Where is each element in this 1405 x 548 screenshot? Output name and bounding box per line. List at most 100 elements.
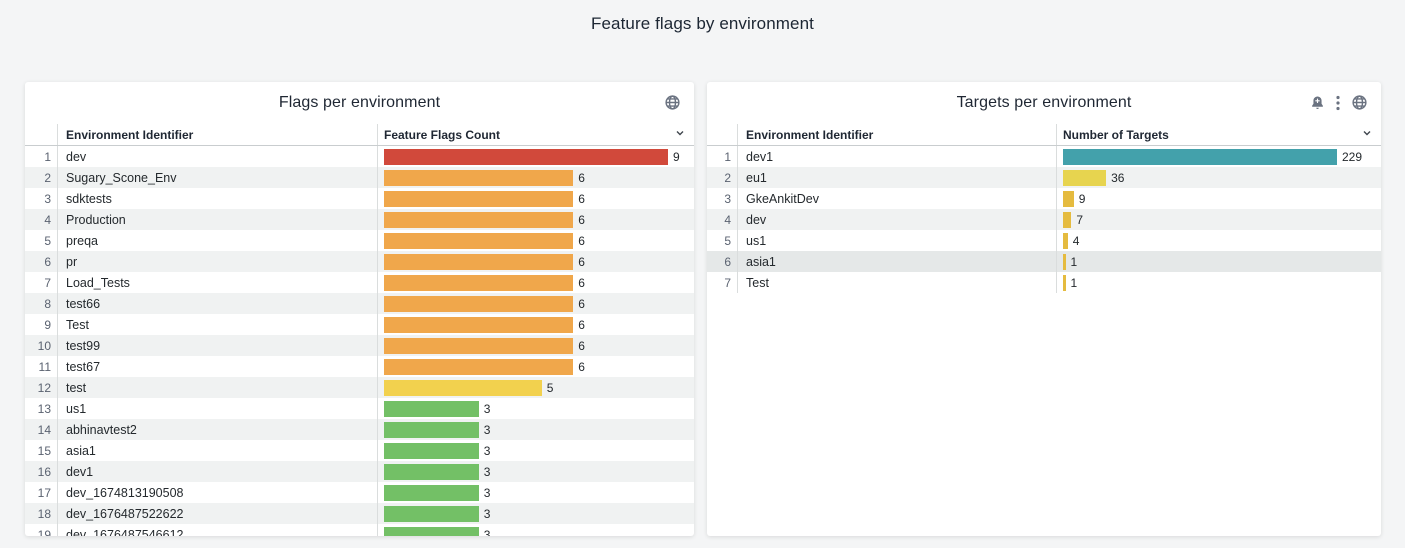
bar-cell: 6: [378, 167, 694, 188]
environment-identifier: preqa: [58, 230, 378, 251]
row-index: 15: [25, 440, 58, 461]
environment-identifier: Test: [58, 314, 378, 335]
bar-cell: 6: [378, 272, 694, 293]
globe-icon[interactable]: [664, 94, 681, 111]
bar-value-label: 1: [1070, 254, 1078, 269]
table-row[interactable]: 3 GkeAnkitDev 9: [707, 188, 1381, 209]
table-row[interactable]: 1 dev 9: [25, 146, 694, 167]
bar-cell: 3: [378, 398, 694, 419]
table-row[interactable]: 16 dev1 3: [25, 461, 694, 482]
bar-cell: 3: [378, 482, 694, 503]
column-header-environment-identifier[interactable]: Environment Identifier: [58, 124, 378, 145]
value-bar: [384, 148, 668, 165]
table-row[interactable]: 7 Test 1: [707, 272, 1381, 293]
environment-identifier: us1: [58, 398, 378, 419]
table-row[interactable]: 6 asia1 1: [707, 251, 1381, 272]
table-row[interactable]: 13 us1 3: [25, 398, 694, 419]
row-index: 7: [707, 272, 738, 293]
chevron-down-icon[interactable]: [1361, 127, 1373, 142]
bar-value-label: 3: [483, 443, 491, 458]
environment-identifier: GkeAnkitDev: [738, 188, 1057, 209]
row-index: 1: [25, 146, 58, 167]
bar-value-label: 3: [483, 527, 491, 537]
panel-header: Targets per environment: [707, 82, 1381, 124]
row-index: 3: [25, 188, 58, 209]
page-title: Feature flags by environment: [591, 14, 814, 33]
value-bar: [384, 400, 479, 417]
environment-identifier: sdktests: [58, 188, 378, 209]
environment-identifier: test66: [58, 293, 378, 314]
row-index: 10: [25, 335, 58, 356]
environment-identifier: pr: [58, 251, 378, 272]
row-index: 6: [25, 251, 58, 272]
row-index: 2: [707, 167, 738, 188]
table-row[interactable]: 10 test99 6: [25, 335, 694, 356]
bell-plus-icon[interactable]: [1310, 95, 1325, 111]
table-row[interactable]: 14 abhinavtest2 3: [25, 419, 694, 440]
table-row[interactable]: 9 Test 6: [25, 314, 694, 335]
bar-cell: 6: [378, 314, 694, 335]
environment-identifier: eu1: [738, 167, 1057, 188]
panel-title[interactable]: Targets per environment: [956, 94, 1132, 111]
row-index: 5: [707, 230, 738, 251]
environment-identifier: dev1: [738, 146, 1057, 167]
value-bar: [384, 442, 479, 459]
value-bar: [384, 316, 574, 333]
bar-cell: 3: [378, 503, 694, 524]
table-row[interactable]: 1 dev1 229: [707, 146, 1381, 167]
value-bar: [384, 358, 574, 375]
table-row[interactable]: 6 pr 6: [25, 251, 694, 272]
row-index: 14: [25, 419, 58, 440]
environment-identifier: dev: [58, 146, 378, 167]
table-row[interactable]: 12 test 5: [25, 377, 694, 398]
table-row[interactable]: 15 asia1 3: [25, 440, 694, 461]
bar-value-label: 3: [483, 506, 491, 521]
table-row[interactable]: 8 test66 6: [25, 293, 694, 314]
table-row[interactable]: 3 sdktests 6: [25, 188, 694, 209]
row-index: 17: [25, 482, 58, 503]
value-bar: [1063, 190, 1074, 207]
panel-title[interactable]: Flags per environment: [278, 94, 441, 111]
bar-value-label: 7: [1076, 212, 1084, 227]
table-row[interactable]: 18 dev_1676487522622 3: [25, 503, 694, 524]
table-row[interactable]: 5 preqa 6: [25, 230, 694, 251]
column-header-environment-identifier[interactable]: Environment Identifier: [738, 124, 1057, 145]
bar-value-label: 3: [483, 422, 491, 437]
bar-value-label: 6: [578, 191, 585, 206]
table-row[interactable]: 11 test67 6: [25, 356, 694, 377]
table-row[interactable]: 2 eu1 36: [707, 167, 1381, 188]
kebab-menu-icon[interactable]: [1336, 95, 1340, 111]
table-row[interactable]: 17 dev_1674813190508 3: [25, 482, 694, 503]
panel-flags-per-environment: Flags per environment Environment Identi…: [25, 82, 694, 536]
row-index: 18: [25, 503, 58, 524]
bar-value-label: 3: [483, 464, 491, 479]
environment-identifier: dev: [738, 209, 1057, 230]
bar-value-label: 229: [1342, 149, 1363, 164]
row-index: 11: [25, 356, 58, 377]
value-bar: [384, 463, 479, 480]
value-bar: [384, 211, 574, 228]
chevron-down-icon[interactable]: [674, 127, 686, 142]
column-header-number-of-targets[interactable]: Number of Targets: [1057, 124, 1381, 145]
row-index: 7: [25, 272, 58, 293]
bar-cell: 36: [1057, 167, 1381, 188]
row-index: 12: [25, 377, 58, 398]
value-bar: [384, 484, 479, 501]
bar-cell: 9: [1057, 188, 1381, 209]
row-index: 1: [707, 146, 738, 167]
bar-cell: 3: [378, 524, 694, 536]
table-row[interactable]: 5 us1 4: [707, 230, 1381, 251]
column-header-feature-flags-count[interactable]: Feature Flags Count: [378, 124, 694, 145]
value-bar: [1063, 274, 1066, 291]
table-row[interactable]: 2 Sugary_Scone_Env 6: [25, 167, 694, 188]
value-bar: [1063, 211, 1072, 228]
row-index: 4: [707, 209, 738, 230]
table-row[interactable]: 4 dev 7: [707, 209, 1381, 230]
row-index: 9: [25, 314, 58, 335]
environment-identifier: Load_Tests: [58, 272, 378, 293]
globe-icon[interactable]: [1351, 94, 1368, 111]
table-row[interactable]: 4 Production 6: [25, 209, 694, 230]
table-row[interactable]: 7 Load_Tests 6: [25, 272, 694, 293]
table-row[interactable]: 19 dev_1676487546612 3: [25, 524, 694, 536]
bar-value-label: 5: [546, 380, 554, 395]
